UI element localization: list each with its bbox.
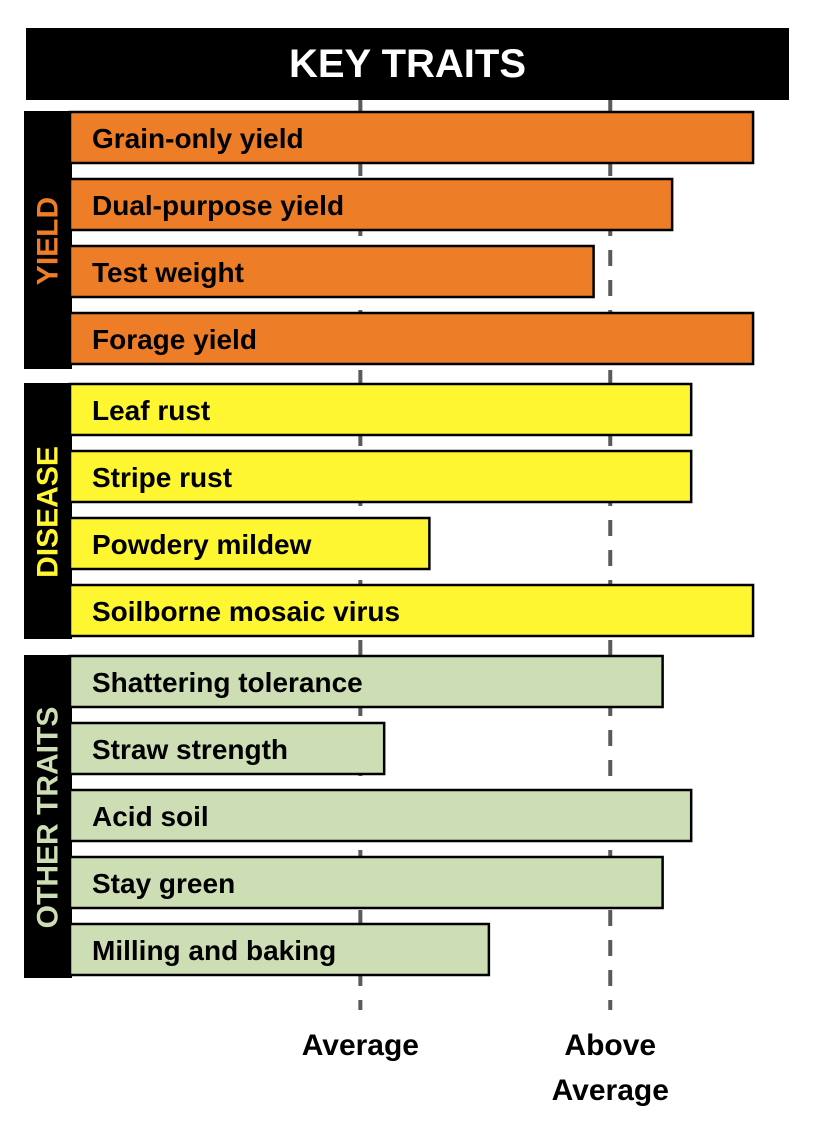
- group-label-block: [24, 111, 72, 369]
- group-label: YIELD: [32, 197, 65, 285]
- bar: [68, 721, 386, 776]
- bar-label: Grain-only yield: [92, 123, 304, 154]
- bar: [68, 449, 693, 504]
- group-disease: DISEASE Leaf rust Stripe rust Powdery milde…: [24, 382, 755, 639]
- x-tick-label: Above Average: [552, 1029, 669, 1107]
- bar-label: Dual-purpose yield: [92, 190, 344, 221]
- bar: [68, 516, 431, 571]
- bar: [68, 922, 491, 977]
- bar: [68, 855, 664, 910]
- bar: [68, 382, 693, 437]
- bar: [68, 654, 664, 709]
- bar-label: Stay green: [92, 868, 235, 899]
- bar-label: Acid soil: [92, 801, 209, 832]
- bar-label: Powdery mildew: [92, 529, 312, 560]
- group-yield: YIELD Grain-only yield Dual-purpose yield T…: [24, 110, 755, 369]
- bar-label: Forage yield: [92, 324, 257, 355]
- bar: [68, 788, 693, 843]
- bar-label: Milling and baking: [92, 935, 336, 966]
- group-label-block: [24, 655, 72, 978]
- group-other-traits: OTHER TRAITS Shattering tolerance Straw st…: [24, 654, 693, 978]
- bar: [68, 110, 755, 165]
- bar-label: Stripe rust: [92, 462, 232, 493]
- chart-title: KEY TRAITS: [288, 42, 527, 86]
- x-tick-label: Average: [302, 1029, 419, 1062]
- group-label: DISEASE: [32, 446, 65, 578]
- bar: [68, 177, 674, 232]
- bar: [68, 311, 755, 366]
- group-label-block: [24, 383, 72, 639]
- title-bar: [26, 28, 789, 100]
- bar-label: Shattering tolerance: [92, 667, 363, 698]
- bar-label: Straw strength: [92, 734, 288, 765]
- bar-label: Leaf rust: [92, 395, 210, 426]
- group-label: OTHER TRAITS: [32, 707, 65, 929]
- bar-label: Test weight: [92, 257, 244, 288]
- bar: [68, 244, 595, 299]
- bar: [68, 583, 755, 638]
- bar-label: Soilborne mosaic virus: [92, 596, 400, 627]
